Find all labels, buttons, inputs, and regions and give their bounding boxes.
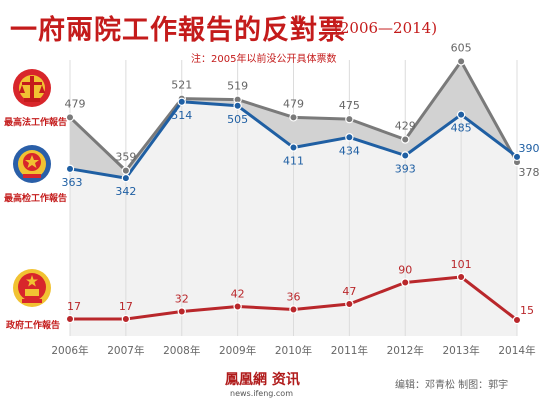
x-tick-label: 2007年 xyxy=(107,344,144,357)
data-point-government xyxy=(177,307,186,316)
procuratorate-emblem-icon xyxy=(13,145,51,183)
procuratorate-emblem-label: 最高检工作報告 xyxy=(4,194,68,204)
data-label-government: 47 xyxy=(342,285,356,298)
x-tick-label: 2009年 xyxy=(219,344,256,357)
data-point-court xyxy=(65,113,75,122)
data-point-court xyxy=(401,135,410,144)
data-point-procuratorate xyxy=(65,164,75,174)
data-point-procuratorate xyxy=(345,133,354,142)
data-label-procuratorate: 485 xyxy=(451,122,472,135)
data-label-procuratorate: 342 xyxy=(115,185,136,198)
data-point-procuratorate xyxy=(289,143,298,152)
x-tick-label: 2010年 xyxy=(275,344,312,357)
data-label-government: 42 xyxy=(231,288,245,301)
data-label-procuratorate: 434 xyxy=(339,144,360,157)
data-label-court: 605 xyxy=(451,41,472,54)
data-label-government: 101 xyxy=(451,258,472,271)
data-label-government: 36 xyxy=(287,291,301,304)
data-point-government xyxy=(345,299,354,309)
data-point-court xyxy=(456,57,466,66)
data-label-procuratorate: 411 xyxy=(283,155,304,168)
data-label-government: 32 xyxy=(175,293,189,306)
data-label-court: 359 xyxy=(115,151,136,164)
chart-note: 注：2005年以前没公开具体票数 xyxy=(191,54,337,65)
data-label-court: 521 xyxy=(171,79,192,92)
footer-url: news.ifeng.com xyxy=(230,389,293,398)
data-label-court: 429 xyxy=(395,120,416,133)
x-tick-label: 2008年 xyxy=(163,344,200,357)
data-point-procuratorate xyxy=(401,151,410,160)
data-label-government: 90 xyxy=(398,264,412,277)
data-point-procuratorate xyxy=(233,101,242,110)
data-label-court: 479 xyxy=(65,97,86,110)
x-tick-label: 2011年 xyxy=(331,344,368,357)
x-tick-label: 2013年 xyxy=(443,344,480,357)
data-point-court xyxy=(289,113,298,122)
data-label-procuratorate: 393 xyxy=(395,163,416,176)
data-label-court: 519 xyxy=(227,80,248,93)
data-label-government: 15 xyxy=(520,304,534,317)
data-label-court: 378 xyxy=(519,166,540,179)
data-point-government xyxy=(289,305,298,314)
footer-credit: 编辑：邓青松 制图：郭宇 xyxy=(395,380,509,391)
data-point-government xyxy=(401,278,410,287)
chart-title: 一府兩院工作報告的反對票 xyxy=(10,15,346,46)
data-label-procuratorate: 390 xyxy=(519,142,540,155)
data-label-government: 17 xyxy=(67,300,81,313)
x-tick-label: 2006年 xyxy=(51,344,88,357)
data-point-government xyxy=(65,314,75,324)
national-emblem-icon xyxy=(13,269,51,307)
data-point-court xyxy=(121,166,131,175)
data-point-government xyxy=(512,315,522,325)
data-point-court xyxy=(345,114,354,124)
data-label-procuratorate: 505 xyxy=(227,113,248,126)
court-emblem-label: 最高法工作報告 xyxy=(4,118,68,128)
x-tick-label: 2012年 xyxy=(387,344,424,357)
data-label-procuratorate: 363 xyxy=(62,176,83,189)
data-label-court: 479 xyxy=(283,97,304,110)
data-point-government xyxy=(456,272,466,282)
data-label-court: 475 xyxy=(339,99,360,112)
x-tick-label: 2014年 xyxy=(498,344,535,357)
data-label-procuratorate: 514 xyxy=(171,109,192,122)
chart-subtitle: (2006—2014) xyxy=(334,19,438,37)
data-point-procuratorate xyxy=(512,152,522,162)
data-point-procuratorate xyxy=(121,173,131,183)
data-label-government: 17 xyxy=(119,300,133,313)
ifeng-logo: 鳳凰網 资讯 xyxy=(225,372,300,388)
court-emblem-icon xyxy=(13,69,51,107)
data-point-government xyxy=(121,314,131,324)
data-point-procuratorate xyxy=(456,110,466,119)
government-emblem-label: 政府工作報告 xyxy=(6,321,61,331)
data-point-government xyxy=(233,302,242,311)
data-point-procuratorate xyxy=(177,97,186,106)
